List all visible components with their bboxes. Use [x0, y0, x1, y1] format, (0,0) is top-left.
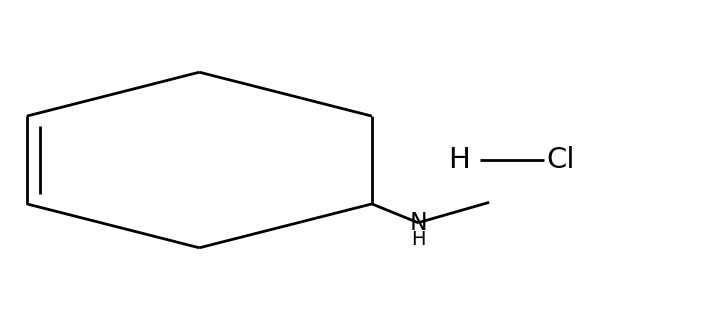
Text: Cl: Cl	[547, 146, 575, 174]
Text: N: N	[409, 211, 427, 235]
Text: H: H	[411, 230, 425, 250]
Text: H: H	[448, 146, 470, 174]
